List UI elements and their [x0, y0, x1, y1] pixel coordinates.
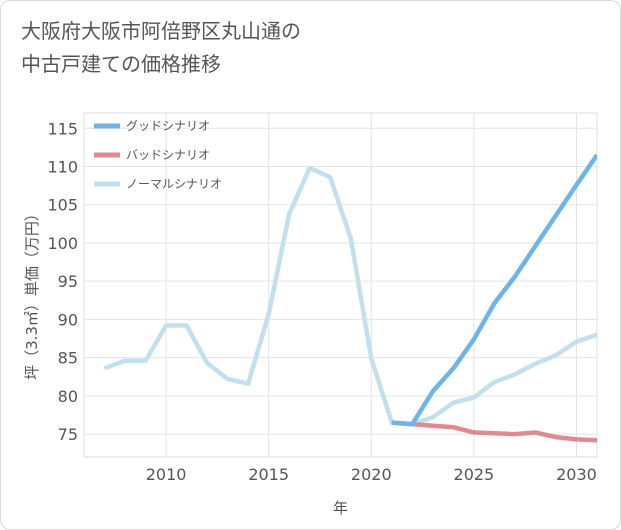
- series-line-0: [391, 153, 597, 427]
- chart-title-line1: 大阪府大阪市阿倍野区丸山通の: [21, 19, 301, 43]
- x-tick-label: 2025: [454, 465, 495, 484]
- plot-frame: [83, 112, 598, 458]
- chart-title-line2: 中古戸建ての価格推移: [21, 52, 221, 76]
- x-tick-labels: 2010 2015 2020 2025 2030: [146, 465, 597, 484]
- y-tick-label: 105: [47, 196, 78, 215]
- y-tick-label: 110: [47, 158, 78, 177]
- legend-label-1: バッドシナリオ: [126, 148, 210, 162]
- x-tick-label: 2020: [351, 465, 392, 484]
- series-line-1: [391, 420, 597, 443]
- legend-label-0: グッドシナリオ: [126, 119, 210, 133]
- legend-label-2: ノーマルシナリオ: [126, 177, 222, 191]
- x-tick-label: 2030: [556, 465, 597, 484]
- y-tick-label: 75: [58, 425, 78, 444]
- x-axis-label: 年: [333, 499, 348, 517]
- y-tick-label: 80: [58, 387, 78, 406]
- x-tick-label: 2015: [248, 465, 289, 484]
- series-lines: [103, 153, 597, 443]
- chart-title: 大阪府大阪市阿倍野区丸山通の 中古戸建ての価格推移: [21, 15, 581, 81]
- y-tick-label: 100: [47, 234, 78, 253]
- series-line-2: [103, 165, 597, 427]
- y-tick-label: 90: [58, 310, 78, 329]
- grid-lines: [83, 112, 598, 458]
- x-tick-label: 2010: [146, 465, 187, 484]
- y-tick-label: 95: [58, 272, 78, 291]
- y-tick-label: 115: [47, 119, 78, 138]
- y-tick-label: 85: [58, 349, 78, 368]
- y-tick-labels: 75 80 85 90 95 100 105 110 115: [47, 119, 78, 444]
- y-axis-label: 坪（3.3㎡）単価（万円）: [23, 206, 41, 380]
